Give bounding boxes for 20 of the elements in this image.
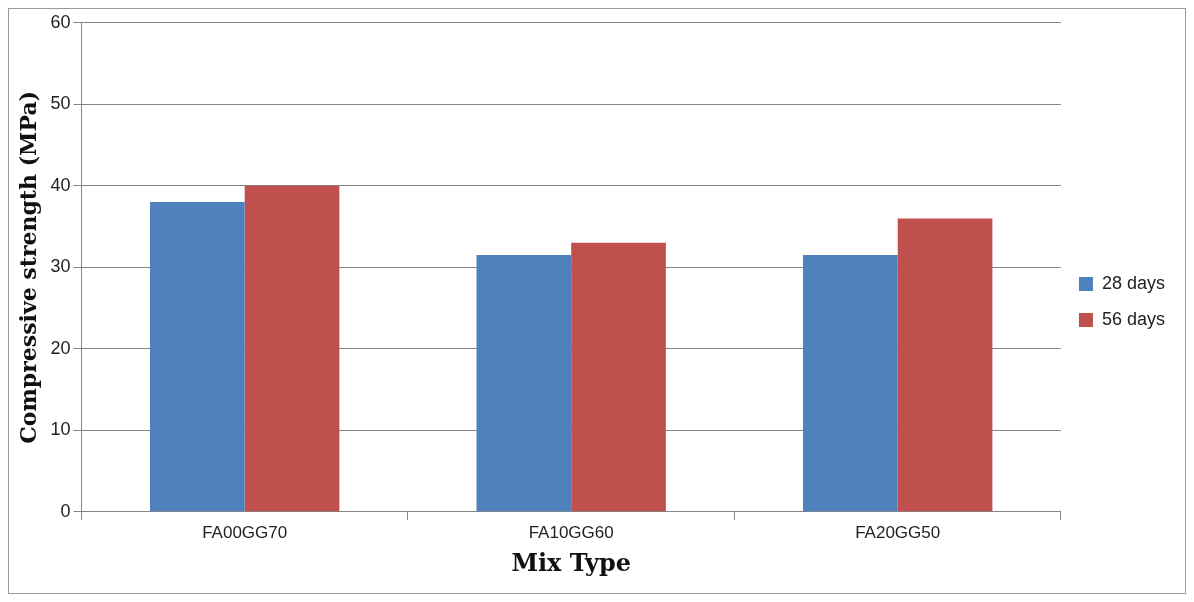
legend-label: 56 days	[1101, 308, 1165, 329]
y-tick-label: 60	[50, 11, 71, 32]
y-tick-label: 10	[50, 419, 71, 440]
bar	[476, 255, 572, 512]
y-tick-label: 20	[50, 337, 71, 358]
x-tick-label: FA00GG70	[202, 522, 288, 542]
bar	[897, 218, 993, 512]
bar	[244, 185, 340, 512]
y-tick-label: 50	[50, 93, 71, 114]
x-tick-label: FA20GG50	[855, 522, 941, 542]
y-tick-label: 0	[60, 500, 71, 521]
y-axis-title: Compressive strength (MPa)	[14, 90, 41, 444]
bar	[149, 202, 245, 512]
legend-label: 28 days	[1101, 272, 1165, 293]
y-tick-label: 40	[50, 174, 71, 195]
x-tick-label: FA10GG60	[528, 522, 614, 542]
y-tick-label: 30	[50, 256, 71, 277]
x-axis-title: Mix Type	[511, 547, 631, 577]
bar	[571, 242, 666, 512]
bar	[803, 255, 898, 512]
